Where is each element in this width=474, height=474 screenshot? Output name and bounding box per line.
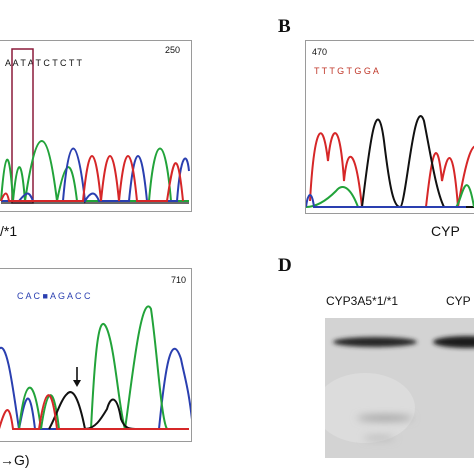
blot-lane-label-2: CYP <box>446 294 471 308</box>
panel-c-chromatogram: 710 C A C ■ A G A C C <box>0 268 192 442</box>
panel-a-base-calls: A A T A T C T C T T <box>5 58 83 68</box>
panel-a-red-trace <box>0 155 184 203</box>
panel-d-blot-image <box>325 318 474 458</box>
panel-a-position-label: 250 <box>165 45 181 55</box>
panel-c-base-calls: C A C ■ A G A C C <box>17 291 91 301</box>
panel-b-blue-trace <box>306 194 466 209</box>
panel-c-traces <box>0 305 191 431</box>
panel-c-green-trace <box>18 305 168 430</box>
panel-c-caption: →G) <box>0 452 30 468</box>
blot-lane-label-1: CYP3A5*1/*1 <box>326 294 399 308</box>
panel-b-position-label: 470 <box>312 47 328 57</box>
blot-band-lane-1 <box>333 337 417 347</box>
panel-a-green-trace <box>0 140 189 203</box>
panel-b-base-calls: T T T G T G G A <box>314 66 379 76</box>
panel-c-variant-arrow <box>73 367 81 387</box>
panel-a-traces <box>0 48 191 211</box>
panel-c-red-trace <box>0 394 189 430</box>
panel-b-green-trace <box>306 184 474 209</box>
panel-b-letter: B <box>278 16 291 37</box>
panel-a-chromatogram: A A T A T C T C T T 250 <box>0 40 192 212</box>
panel-b-traces <box>306 115 474 209</box>
panel-a-caption: /*1 <box>0 223 18 239</box>
blot-faint-band <box>357 415 413 440</box>
panel-c-position-label: 710 <box>171 275 187 285</box>
panel-d-western-blot <box>325 318 474 458</box>
panel-a-baseline <box>0 205 191 211</box>
panel-d-letter: D <box>278 255 292 276</box>
panel-b-chromatogram: 470 T T T G T G G A <box>305 40 474 214</box>
panel-b-black-trace <box>336 115 474 209</box>
panel-b-caption: CYP <box>431 223 460 239</box>
blot-band-lane-2 <box>433 336 474 348</box>
panel-c-black-trace <box>48 391 140 431</box>
